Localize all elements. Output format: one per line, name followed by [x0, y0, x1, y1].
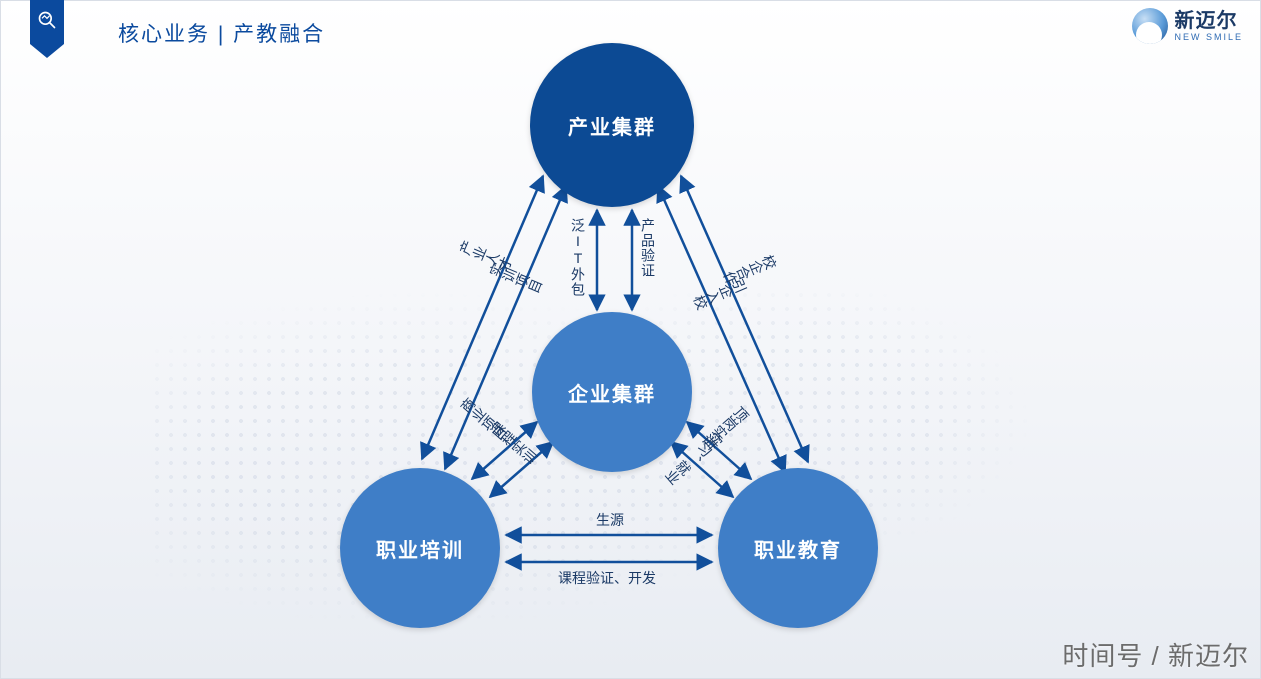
node-enterprise: 企业集群: [532, 312, 692, 472]
edge-label: 课程实训: [486, 417, 541, 469]
node-education: 职业教育: [718, 468, 878, 628]
edge-label: 生源: [596, 510, 624, 530]
node-industry: 产业集群: [530, 43, 694, 207]
edge-label: 实训项目: [486, 258, 545, 298]
edge-label: 产品验证: [638, 218, 658, 278]
node-training: 职业培训: [340, 468, 500, 628]
edge-label: 课程验证、开发: [558, 568, 656, 588]
diagram-stage: 产业集群企业集群职业培训职业教育 泛IT外包产品验证产业人才实训项目校企合作引企…: [0, 0, 1261, 679]
edge-label: 引企入校: [690, 274, 749, 314]
edge-label: 泛IT外包: [568, 218, 588, 297]
watermark-text: 时间号 / 新迈尔: [1062, 636, 1249, 673]
